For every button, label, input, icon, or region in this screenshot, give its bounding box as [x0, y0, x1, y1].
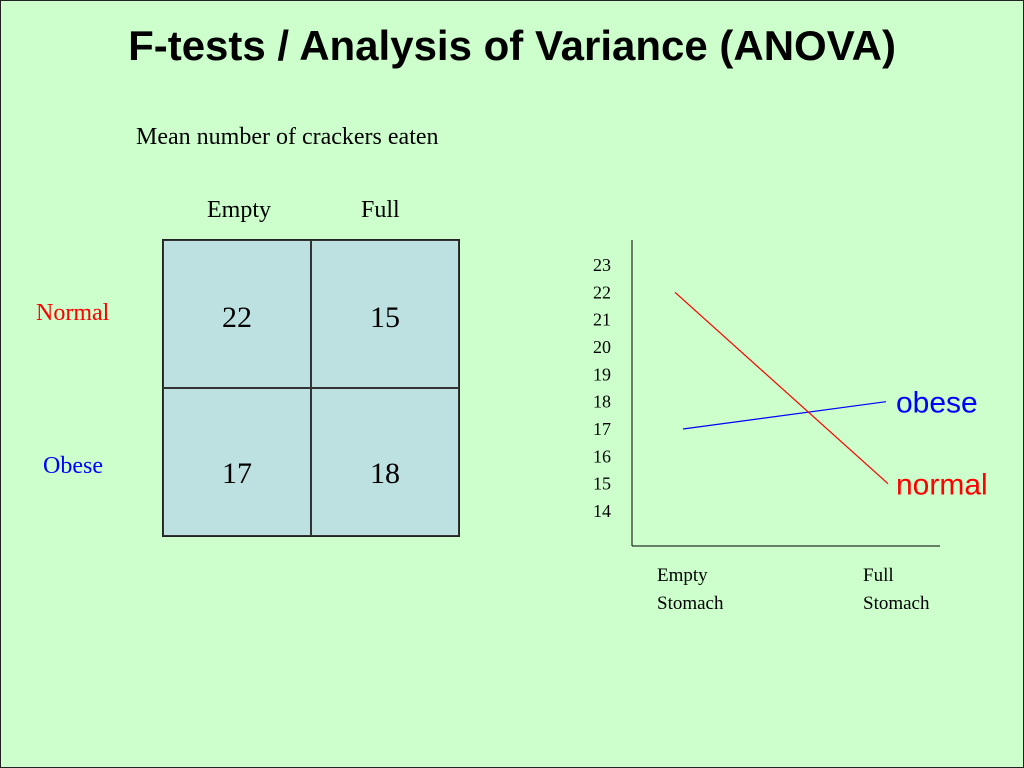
x-tick-label: Stomach	[657, 593, 724, 614]
y-tick-label: 22	[593, 282, 611, 302]
y-tick-label: 20	[593, 337, 611, 357]
table-cell-normal-full: 15	[311, 240, 459, 388]
y-tick-label: 16	[593, 446, 611, 466]
y-tick-label: 23	[593, 255, 611, 275]
column-header-empty: Empty	[207, 197, 271, 223]
y-tick-label: 14	[593, 501, 611, 521]
row-header-obese: Obese	[43, 453, 103, 479]
x-tick-labels: Empty Stomach Full Stomach	[657, 565, 930, 614]
series-label-normal: normal	[896, 469, 988, 502]
row-header-normal: Normal	[36, 300, 110, 326]
series-lines: obese normal	[674, 291, 988, 502]
table-cell-obese-full: 18	[311, 388, 459, 536]
y-tick-label: 18	[593, 392, 611, 412]
y-tick-label: 17	[593, 419, 611, 439]
series-line-obese	[682, 401, 887, 430]
means-table: 22 15 17 18	[162, 239, 460, 537]
table-cell-obese-empty: 17	[163, 388, 311, 536]
table-caption: Mean number of crackers eaten	[136, 124, 439, 150]
series-label-obese: obese	[896, 387, 978, 420]
y-tick-label: 21	[593, 310, 611, 330]
slide-title: F-tests / Analysis of Variance (ANOVA)	[128, 22, 896, 69]
x-tick-label: Empty	[657, 565, 708, 586]
x-tick-label: Stomach	[863, 593, 930, 614]
y-tick-labels: 23 22 21 20 19 18 17 16 15 14	[593, 255, 611, 521]
series-line-normal	[674, 291, 889, 485]
x-tick-label: Full	[863, 565, 894, 586]
y-tick-label: 15	[593, 474, 611, 494]
y-tick-label: 19	[593, 364, 611, 384]
column-header-full: Full	[361, 197, 400, 223]
table-cell-normal-empty: 22	[163, 240, 311, 388]
